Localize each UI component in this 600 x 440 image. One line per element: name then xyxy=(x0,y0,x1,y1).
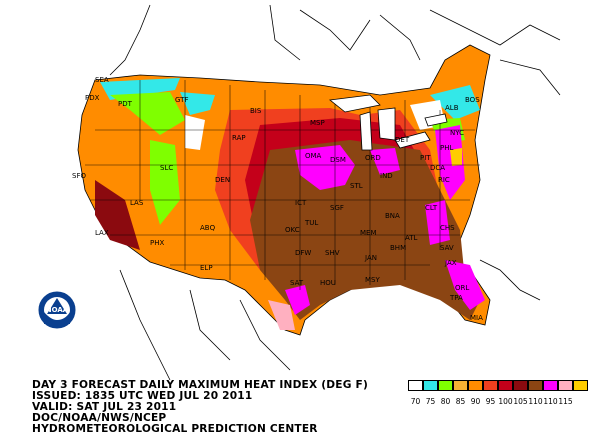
station-label: JAX xyxy=(444,259,457,267)
station-label: OKC xyxy=(285,226,300,234)
issued-time: ISSUED: 1835 UTC WED JUL 20 2011 xyxy=(32,390,253,402)
country-borders xyxy=(109,4,561,381)
legend-swatch xyxy=(498,380,513,391)
agency: DOC/NOAA/NWS/NCEP xyxy=(32,412,167,424)
legend-label: 95 xyxy=(485,397,496,406)
product-info: DAY 3 FORECAST DAILY MAXIMUM HEAT INDEX … xyxy=(32,380,368,435)
station-label: RAP xyxy=(232,134,246,142)
legend-swatch xyxy=(438,380,453,391)
legend-swatch xyxy=(468,380,483,391)
station-label: NYC xyxy=(450,129,464,137)
color-legend: 70 75 80 85 90 95 100 105 110 110 115 xyxy=(400,380,590,420)
station-label: PDT xyxy=(118,100,133,108)
station-label: ICT xyxy=(295,199,307,207)
legend-label: 70 xyxy=(410,397,421,406)
station-label: BHM xyxy=(390,244,406,252)
station-label: ALB xyxy=(445,104,459,112)
station-label: PHX xyxy=(150,239,164,247)
legend-label: 110 xyxy=(528,397,543,406)
station-label: PIT xyxy=(420,154,431,162)
station-label: OMA xyxy=(305,152,322,160)
station-label: MSP xyxy=(310,119,325,127)
station-label: MIA xyxy=(470,314,483,322)
station-label: ORL xyxy=(455,284,469,292)
legend-label: 105 xyxy=(513,397,528,406)
legend-swatch xyxy=(483,380,498,391)
station-label: HOU xyxy=(320,279,336,287)
station-label: ATL xyxy=(405,234,418,242)
legend-swatch xyxy=(513,380,528,391)
station-label: ORD xyxy=(365,154,381,162)
legend-swatch xyxy=(408,380,423,391)
noaa-logo: NOAA xyxy=(37,290,77,330)
station-label: DEN xyxy=(215,176,230,184)
station-label: SLC xyxy=(160,164,173,172)
station-label: PDX xyxy=(85,94,100,102)
station-label: MEM xyxy=(360,229,377,237)
station-label: RIC xyxy=(438,176,450,184)
station-label: SHV xyxy=(325,249,340,257)
station-label: BOS xyxy=(465,96,480,104)
station-label: CLT xyxy=(425,204,438,212)
valid-date: VALID: SAT JUL 23 2011 xyxy=(32,401,177,413)
legend-swatch xyxy=(558,380,573,391)
station-label: SAT xyxy=(290,279,304,287)
station-label: MSY xyxy=(365,276,380,284)
station-label: SEA xyxy=(95,76,109,84)
legend-label: 75 xyxy=(425,397,436,406)
station-label: ABQ xyxy=(200,224,216,232)
legend-label: 90 xyxy=(470,397,481,406)
state-lines xyxy=(85,80,480,290)
station-label: LAX xyxy=(95,229,109,237)
station-label: SAV xyxy=(440,244,454,252)
legend-label: 80 xyxy=(440,397,451,406)
center-name: HYDROMETEOROLOGICAL PREDICTION CENTER xyxy=(32,423,318,435)
station-label: SFO xyxy=(72,172,86,180)
station-label: DSM xyxy=(330,156,346,164)
legend-label: 110 xyxy=(543,397,558,406)
legend-swatch xyxy=(573,380,588,391)
station-label: GTF xyxy=(175,96,188,104)
legend-label: 115 xyxy=(558,397,573,406)
legend-label: 100 xyxy=(498,397,513,406)
station-label: IND xyxy=(380,172,393,180)
station-labels: PDX PDT GTF BIS MSP SEA DSM ORD DET ALB BOS RAP SFO S… xyxy=(72,76,483,322)
station-label: TPA xyxy=(449,294,463,302)
legend-swatch xyxy=(423,380,438,391)
station-label: PHL xyxy=(440,144,453,152)
station-label: DFW xyxy=(295,249,311,257)
product-title: DAY 3 FORECAST DAILY MAXIMUM HEAT INDEX … xyxy=(32,379,368,391)
station-label: TUL xyxy=(304,219,318,227)
logo-text: NOAA xyxy=(46,306,69,314)
station-label: CHS xyxy=(440,224,455,232)
legend-swatch xyxy=(453,380,468,391)
station-label: BNA xyxy=(385,212,400,220)
station-label: DET xyxy=(395,136,410,144)
station-label: ELP xyxy=(200,264,213,272)
map-footer: DAY 3 FORECAST DAILY MAXIMUM HEAT INDEX … xyxy=(0,380,600,440)
station-label: JAN xyxy=(364,254,377,262)
legend-label: 85 xyxy=(455,397,466,406)
legend-swatch xyxy=(528,380,543,391)
great-lakes xyxy=(329,94,448,151)
station-label: DCA xyxy=(430,164,445,172)
station-label: STL xyxy=(350,182,363,190)
station-label: BIS xyxy=(250,107,262,115)
station-label: SGF xyxy=(330,204,344,212)
legend-swatch xyxy=(543,380,558,391)
station-label: LAS xyxy=(130,199,144,207)
